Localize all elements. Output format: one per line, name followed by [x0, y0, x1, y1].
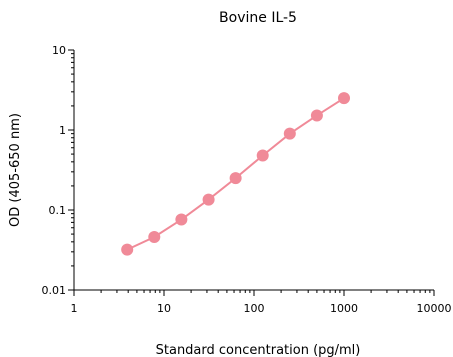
ticks: 0.01 0.1 1 10 1 10 100 1000 10000 [42, 44, 452, 315]
data-point [202, 193, 215, 206]
y-tick-label: 0.01 [42, 284, 67, 297]
data-point [256, 149, 269, 162]
x-tick-label: 10000 [417, 302, 452, 315]
x-tick-label: 100 [244, 302, 265, 315]
data-point [121, 243, 134, 256]
chart-title: Bovine IL-5 [219, 10, 297, 26]
data-point [338, 92, 350, 105]
x-axis-title: Standard concentration (pg/ml) [156, 343, 361, 357]
x-tick-label: 1000 [330, 302, 358, 315]
series [121, 92, 350, 256]
data-point [148, 230, 161, 243]
x-tick-label: 10 [157, 302, 171, 315]
y-tick-label: 1 [59, 124, 66, 137]
x-tick-label: 1 [71, 302, 78, 315]
y-tick-label: 0.1 [49, 204, 67, 217]
data-point [229, 172, 242, 185]
data-point [283, 127, 296, 140]
y-axis-title: OD (405-650 nm) [8, 113, 23, 227]
data-point [310, 109, 323, 122]
data-point [175, 213, 188, 226]
y-tick-label: 10 [52, 44, 66, 57]
